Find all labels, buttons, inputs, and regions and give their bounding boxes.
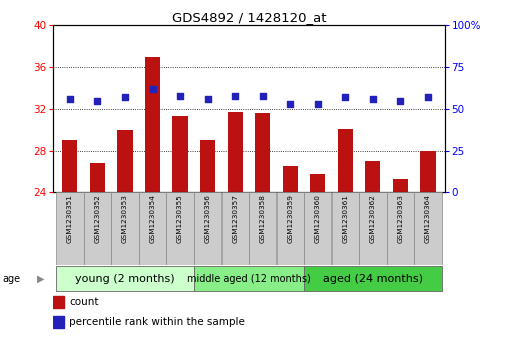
Text: GSM1230363: GSM1230363 (397, 195, 403, 244)
Bar (359, 192, 387, 265)
Point (204, 96, 212, 102)
Point (286, 101, 294, 107)
Point (66, 96, 74, 102)
Bar (53, 296, 64, 308)
Text: GSM1230358: GSM1230358 (260, 195, 266, 244)
Point (396, 98, 404, 103)
Bar (387, 192, 414, 265)
Bar (145, 57, 160, 192)
Bar (304, 266, 441, 291)
Text: ▶: ▶ (37, 274, 44, 284)
Text: GSM1230353: GSM1230353 (122, 195, 128, 244)
Bar (173, 116, 187, 192)
Text: percentile rank within the sample: percentile rank within the sample (69, 317, 245, 327)
Point (259, 93, 267, 98)
Bar (194, 192, 221, 265)
Point (424, 94, 432, 100)
Text: GSM1230357: GSM1230357 (232, 195, 238, 244)
Point (341, 94, 350, 100)
Bar (200, 140, 215, 192)
Bar (421, 151, 435, 192)
Point (148, 86, 156, 92)
Text: GSM1230359: GSM1230359 (287, 195, 293, 244)
Text: GSM1230352: GSM1230352 (94, 195, 101, 244)
Bar (84, 192, 111, 265)
Bar (221, 192, 249, 265)
Bar (332, 192, 359, 265)
Bar (139, 192, 166, 265)
Point (176, 93, 184, 98)
Text: GSM1230360: GSM1230360 (315, 195, 321, 244)
Bar (393, 179, 408, 192)
Text: GSM1230364: GSM1230364 (425, 195, 431, 244)
Bar (255, 113, 270, 192)
Bar (276, 192, 304, 265)
Bar (90, 163, 105, 192)
Bar (249, 192, 276, 265)
Bar (62, 140, 77, 192)
Text: age: age (3, 274, 21, 284)
Bar (111, 192, 139, 265)
Bar (228, 112, 243, 192)
Bar (310, 174, 325, 192)
Bar (56, 192, 83, 265)
Bar (415, 192, 441, 265)
Text: GSM1230354: GSM1230354 (149, 195, 155, 244)
Text: GSM1230361: GSM1230361 (342, 195, 348, 244)
Bar (365, 161, 380, 192)
Bar (282, 166, 298, 192)
Bar (338, 129, 353, 192)
Text: GDS4892 / 1428120_at: GDS4892 / 1428120_at (172, 11, 326, 24)
Text: aged (24 months): aged (24 months) (323, 274, 423, 284)
Point (369, 96, 377, 102)
Point (231, 93, 239, 98)
Point (93, 98, 102, 103)
Bar (53, 316, 64, 328)
Text: young (2 months): young (2 months) (75, 274, 175, 284)
Point (314, 101, 322, 107)
Text: GSM1230356: GSM1230356 (205, 195, 211, 244)
Text: count: count (69, 297, 99, 307)
Point (121, 94, 129, 100)
Text: middle aged (12 months): middle aged (12 months) (187, 274, 311, 284)
Text: GSM1230355: GSM1230355 (177, 195, 183, 244)
Bar (117, 130, 133, 192)
Bar (194, 266, 304, 291)
Bar (304, 192, 331, 265)
Bar (56, 266, 194, 291)
Text: GSM1230351: GSM1230351 (67, 195, 73, 244)
Text: GSM1230362: GSM1230362 (370, 195, 376, 244)
Bar (167, 192, 194, 265)
